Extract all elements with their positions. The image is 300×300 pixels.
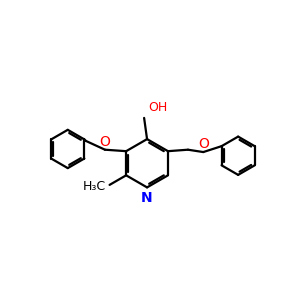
Text: H₃C: H₃C	[83, 180, 106, 193]
Text: O: O	[100, 135, 110, 149]
Text: N: N	[141, 191, 153, 205]
Text: OH: OH	[148, 101, 168, 114]
Text: O: O	[198, 137, 209, 151]
